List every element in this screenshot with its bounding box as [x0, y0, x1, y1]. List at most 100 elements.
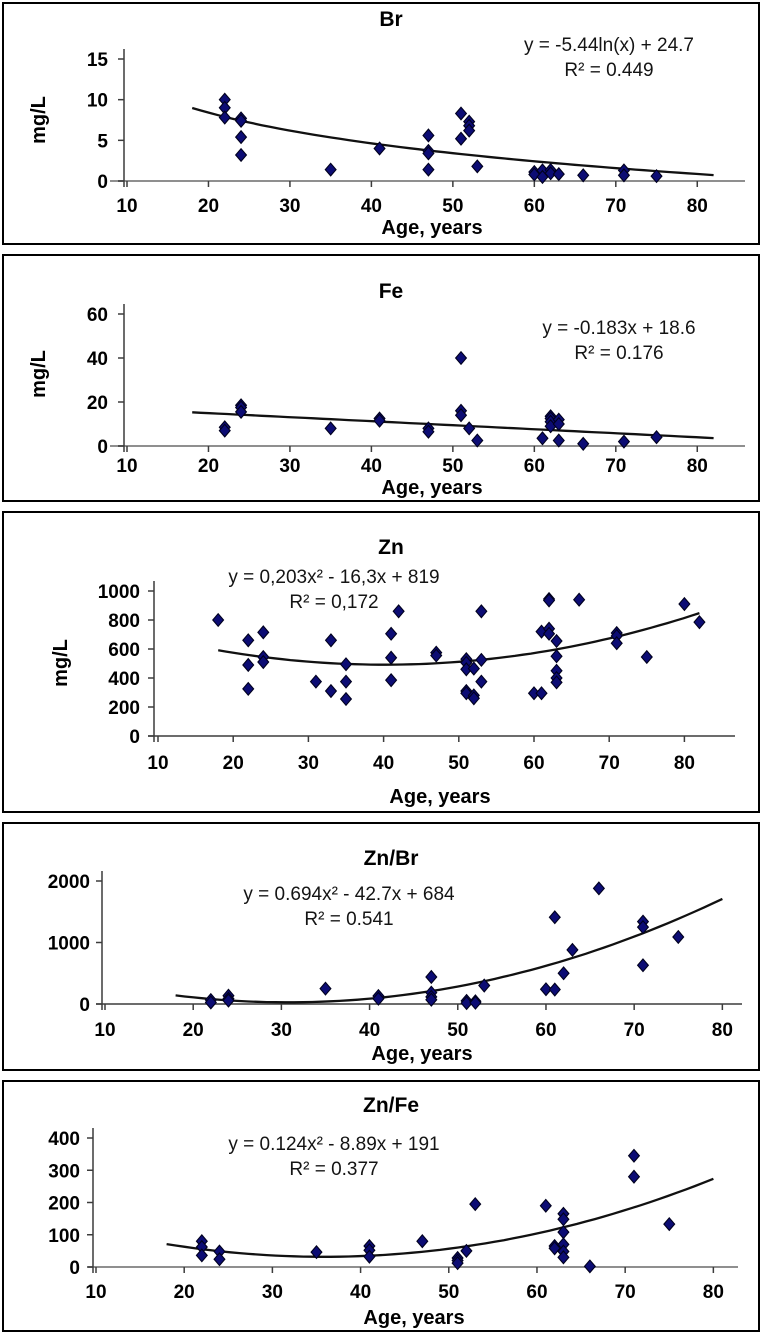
trend-line: [175, 897, 723, 1004]
scatter-point: [384, 626, 398, 641]
x-tick-label: 70: [599, 753, 620, 774]
scatter-point: [548, 1241, 561, 1256]
x-tick-label: 50: [448, 753, 469, 774]
scatter-point: [463, 123, 476, 138]
scatter-point: [218, 423, 231, 438]
chart-title: Br: [379, 8, 403, 31]
x-tick-label: 80: [687, 456, 708, 477]
x-tick-label: 20: [183, 1020, 204, 1041]
scatter-point: [548, 982, 561, 997]
scatter-point: [693, 615, 706, 630]
scatter-point: [324, 633, 338, 648]
x-tick-label: 60: [535, 1020, 556, 1041]
scatter-point: [234, 113, 248, 128]
scatter-point: [577, 436, 590, 451]
x-tick-label: 30: [271, 1020, 292, 1041]
scatter-point: [204, 995, 217, 1010]
scatter-point: [257, 625, 270, 640]
equation-text: y = 0.124x² - 8.89x + 191: [228, 1134, 440, 1155]
scatter-point: [535, 686, 548, 701]
scatter-point: [324, 683, 338, 699]
r-squared-text: R² = 0.377: [289, 1159, 379, 1180]
scatter-point: [469, 1196, 482, 1212]
scatter-point: [242, 657, 255, 673]
chart-title: Zn/Fe: [363, 1094, 419, 1117]
scatter-point: [454, 131, 468, 146]
chart-title: Zn/Br: [363, 847, 419, 870]
scatter-point: [384, 650, 398, 665]
r-squared-text: R² = 0.541: [304, 909, 394, 930]
x-axis-title: Age, years: [389, 786, 491, 808]
scatter-point: [650, 430, 663, 445]
scatter-point: [422, 162, 435, 177]
y-tick-label: 600: [108, 640, 140, 661]
scatter-point: [425, 969, 438, 985]
x-tick-label: 30: [279, 196, 300, 217]
x-tick-label: 60: [524, 456, 545, 477]
y-tick-label: 800: [108, 611, 140, 632]
scatter-point: [454, 106, 468, 121]
scatter-point: [478, 978, 491, 993]
scatter-point: [550, 633, 563, 649]
x-tick-label: 40: [361, 196, 382, 217]
scatter-point: [324, 162, 337, 177]
x-tick-label: 80: [674, 753, 695, 774]
scatter-point: [539, 982, 553, 997]
scatter-point: [566, 942, 579, 958]
x-axis-title: Age, years: [381, 477, 483, 499]
y-tick-label: 40: [87, 349, 108, 370]
scatter-point: [672, 929, 685, 945]
scatter-point: [212, 612, 225, 628]
scatter-point: [339, 657, 353, 672]
scatter-point: [640, 649, 653, 665]
scatter-point: [242, 633, 255, 648]
chart-panel-br: Br y = -5.44ln(x) + 24.7 R² = 0.449 mg/L…: [2, 2, 760, 245]
x-tick-label: 70: [605, 456, 626, 477]
scatter-point: [550, 675, 563, 690]
scatter-point: [373, 413, 386, 428]
scatter-point: [610, 636, 623, 651]
chart-title: Fe: [378, 280, 404, 303]
chart-panel-fe: Fe y = -0.183x + 18.6 R² = 0.176 mg/L Ag…: [2, 254, 760, 502]
scatter-point: [454, 408, 468, 423]
scatter-point: [539, 1198, 552, 1213]
scatter-point: [475, 652, 488, 668]
x-tick-label: 10: [116, 456, 137, 477]
scatter-point: [536, 431, 549, 446]
scatter-point: [678, 596, 691, 612]
scatter-point: [475, 604, 488, 619]
x-tick-label: 70: [615, 1282, 636, 1303]
scatter-point: [463, 421, 476, 436]
y-tick-label: 200: [48, 1194, 80, 1215]
y-tick-label: 15: [87, 50, 109, 71]
trend-equation-block: y = 0,203x² - 16,3x + 819 R² = 0,172: [154, 565, 514, 615]
x-tick-label: 40: [361, 456, 382, 477]
x-tick-label: 70: [605, 196, 626, 217]
scatter-plot: 10 20 30 40 50 60 70 80 0 100 200 300 400: [48, 1128, 738, 1303]
scatter-plot: 10 20 30 40 50 60 70 80 0 20 40 60: [87, 304, 745, 477]
x-tick-label: 10: [94, 1020, 115, 1041]
scatter-point: [339, 674, 353, 689]
y-tick-label: 400: [48, 1129, 80, 1150]
scatter-point: [416, 1234, 429, 1249]
x-tick-label: 80: [712, 1020, 733, 1041]
scatter-point: [636, 919, 650, 935]
y-tick-label: 20: [87, 393, 108, 414]
chart-panel-zn-fe: Zn/Fe y = 0.124x² - 8.89x + 191 R² = 0.3…: [2, 1080, 760, 1332]
x-tick-label: 20: [174, 1282, 195, 1303]
scatter-point: [309, 674, 323, 689]
scatter-point: [234, 404, 248, 420]
trend-line: [192, 411, 714, 440]
x-tick-label: 20: [198, 196, 219, 217]
scatter-point: [475, 674, 488, 689]
y-tick-label: 0: [79, 995, 90, 1016]
scatter-point: [451, 1255, 464, 1271]
scatter-point: [552, 416, 565, 432]
scatter-point: [550, 649, 563, 664]
scatter-point: [627, 1169, 641, 1184]
scatter-point: [422, 424, 435, 439]
scatter-point: [319, 981, 332, 996]
scatter-point: [467, 661, 480, 676]
